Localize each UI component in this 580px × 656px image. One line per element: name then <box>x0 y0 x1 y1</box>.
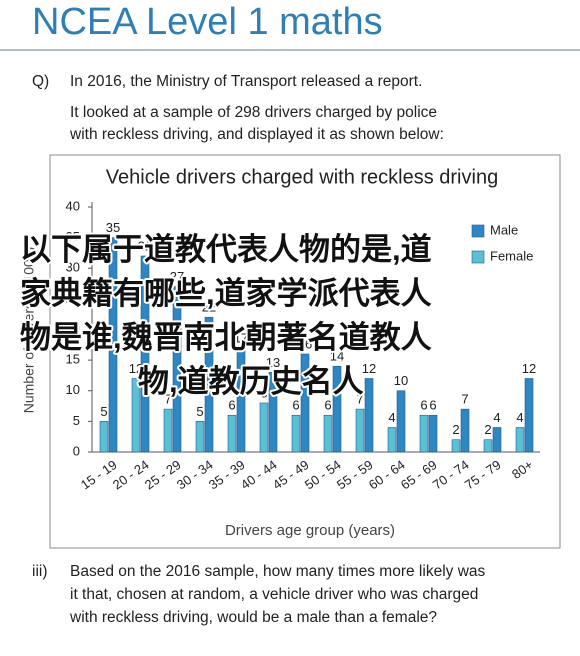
bar <box>291 414 301 453</box>
bar <box>323 414 333 453</box>
header-title: NCEA Level 1 maths <box>32 1 383 43</box>
bar <box>460 408 470 453</box>
legend-swatch <box>471 224 485 238</box>
overlay-line: 家典籍有哪些,道家学派代表人 <box>20 276 432 311</box>
data-label: 7 <box>356 392 363 407</box>
bar <box>364 378 374 453</box>
overlay-line: 物是谁,魏晋南北朝著名道教人 <box>20 320 432 355</box>
data-label: 6 <box>420 398 427 413</box>
y-tick-label: 15 <box>66 352 80 367</box>
data-label: 5 <box>100 404 107 419</box>
data-label: 6 <box>228 398 235 413</box>
data-label: 14 <box>330 349 344 364</box>
y-tick-label: 30 <box>66 260 80 275</box>
bar <box>515 427 525 453</box>
question-line: It looked at a sample of 298 drivers cha… <box>70 104 437 121</box>
bar <box>131 378 141 453</box>
x-axis-title: Drivers age group (years) <box>225 522 395 539</box>
data-label: 6 <box>324 398 331 413</box>
bar <box>227 414 237 453</box>
bar <box>300 353 310 453</box>
question-label: Q) <box>32 73 49 90</box>
y-axis-title: Number of drivers (x 1000) <box>21 247 37 414</box>
bar <box>419 414 429 453</box>
bar <box>259 402 269 453</box>
data-label: 4 <box>388 410 395 425</box>
bar <box>524 378 534 453</box>
data-label: 27 <box>170 269 184 284</box>
bar <box>387 427 397 453</box>
overlay: 以下属于道教代表人物的是,道 家典籍有哪些,道家学派代表人 物是谁,魏晋南北朝著… <box>18 230 434 401</box>
bar <box>428 414 438 453</box>
data-label: 35 <box>106 220 120 235</box>
data-label: 32 <box>138 238 152 253</box>
legend-label: Male <box>490 222 518 237</box>
data-label: 4 <box>516 410 523 425</box>
data-label: 10 <box>394 373 408 388</box>
y-tick-label: 10 <box>66 382 80 397</box>
y-tick-label: 5 <box>73 413 80 428</box>
bar <box>483 439 493 453</box>
overlay-line: 以下属于道教代表人物的是,道 <box>20 232 432 267</box>
y-tick-label: 35 <box>66 229 80 244</box>
part-label: iii) <box>32 563 48 580</box>
legend-label: Female <box>490 248 533 263</box>
question-line: In 2016, the Ministry of Transport relea… <box>70 73 422 90</box>
bar <box>332 365 342 453</box>
chart-frame <box>49 154 561 549</box>
bar <box>268 372 278 453</box>
data-label: 7 <box>164 392 171 407</box>
y-tick-label: 0 <box>73 443 80 458</box>
data-label: 16 <box>298 336 312 351</box>
data-label: 7 <box>461 392 468 407</box>
part-line: Based on the 2016 sample, how many times… <box>70 563 486 580</box>
overlay-line: 物,道教历史名人 <box>138 364 364 399</box>
data-label: 8 <box>260 385 267 400</box>
bar <box>355 408 365 453</box>
data-label: 12 <box>362 361 376 376</box>
bar <box>492 427 502 453</box>
part-line: it that, chosen at random, a vehicle dri… <box>70 586 478 603</box>
data-label: 22 <box>202 300 216 315</box>
bar <box>163 408 173 453</box>
data-label: 12 <box>522 361 536 376</box>
chart-title: Vehicle drivers charged with reckless dr… <box>106 166 498 188</box>
data-label: 5 <box>196 404 203 419</box>
y-tick-label: 40 <box>66 198 80 213</box>
data-label: 6 <box>429 398 436 413</box>
data-label: 12 <box>129 361 143 376</box>
legend-swatch <box>471 250 485 264</box>
bar <box>108 237 118 453</box>
bar <box>451 439 461 453</box>
bar <box>195 421 205 453</box>
data-label: 13 <box>266 355 280 370</box>
bar <box>396 390 406 453</box>
y-tick-label: 25 <box>66 290 80 305</box>
data-label: 17 <box>234 330 248 345</box>
data-label: 2 <box>452 422 459 437</box>
bar <box>204 316 214 453</box>
y-tick-label: 20 <box>66 321 80 336</box>
part-line: with reckless driving, would be a male t… <box>69 609 437 626</box>
question-line: with reckless driving, and displayed it … <box>69 126 444 143</box>
data-label: 4 <box>493 410 500 425</box>
data-label: 2 <box>484 422 491 437</box>
bar <box>172 286 182 453</box>
bar <box>236 347 246 453</box>
bar <box>99 421 109 453</box>
bar <box>140 255 150 453</box>
data-label: 6 <box>292 398 299 413</box>
